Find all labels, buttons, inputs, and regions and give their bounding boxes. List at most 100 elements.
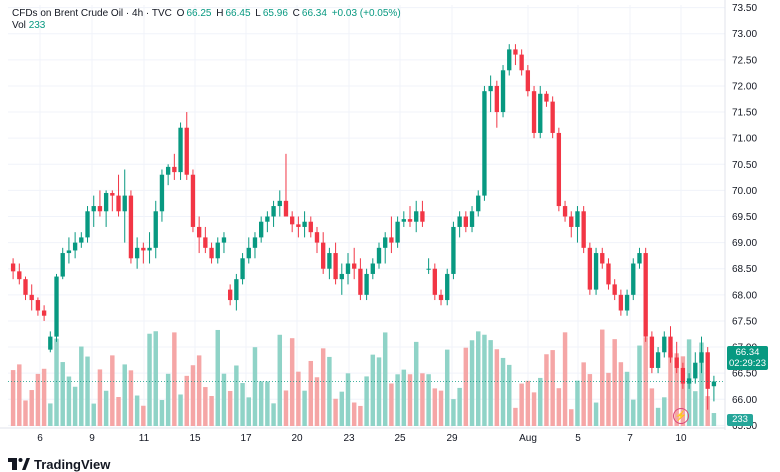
volume-bar bbox=[655, 407, 661, 426]
volume-bar bbox=[711, 413, 717, 426]
volume-bar bbox=[258, 381, 264, 426]
candle-body bbox=[277, 200, 282, 207]
y-tick-label: 72.50 bbox=[732, 55, 757, 66]
volume-bar bbox=[680, 356, 686, 426]
volume-bar bbox=[215, 329, 220, 426]
volume-bar bbox=[426, 374, 431, 426]
volume-bar bbox=[531, 392, 537, 426]
tradingview-logo[interactable]: TradingView bbox=[8, 456, 110, 472]
volume-bar bbox=[662, 397, 667, 426]
volume-bar bbox=[265, 381, 270, 426]
candle-body bbox=[302, 221, 307, 227]
candle-body bbox=[259, 221, 264, 238]
candle-body bbox=[463, 216, 468, 227]
volume-bar bbox=[66, 376, 72, 426]
lightning-icon[interactable]: ⚡ bbox=[673, 408, 689, 424]
candle-body bbox=[637, 253, 642, 264]
candle-body bbox=[184, 127, 189, 175]
volume-bar bbox=[302, 390, 307, 426]
y-tick-label: 66.00 bbox=[732, 395, 757, 406]
y-tick-label: 66.50 bbox=[732, 369, 757, 380]
volume-bar bbox=[110, 355, 115, 426]
candle-body bbox=[314, 232, 320, 243]
candle-body bbox=[531, 91, 537, 133]
open-label: O bbox=[176, 8, 185, 19]
candle-body bbox=[209, 247, 214, 259]
volume-bar bbox=[389, 383, 394, 426]
candle-body bbox=[432, 268, 437, 295]
volume-bar bbox=[190, 365, 196, 426]
volume-bar bbox=[60, 362, 65, 426]
bar-countdown: 02:29:23 bbox=[729, 358, 766, 369]
candle-body bbox=[327, 253, 332, 269]
volume-bar bbox=[432, 388, 438, 426]
last-price-badge: 66.34 02:29:23 bbox=[727, 346, 768, 370]
candle-body bbox=[600, 253, 605, 264]
volume-bar bbox=[333, 398, 338, 426]
volume-bar bbox=[116, 397, 121, 426]
candle-body bbox=[686, 378, 692, 384]
volume-bar bbox=[674, 353, 679, 426]
x-tick-label: 15 bbox=[189, 433, 201, 444]
candle-body bbox=[134, 247, 140, 259]
low-label: L bbox=[255, 8, 261, 19]
candle-body bbox=[519, 54, 524, 71]
y-tick-label: 70.00 bbox=[732, 186, 757, 197]
volume-bar bbox=[562, 332, 568, 426]
volume-bar bbox=[345, 373, 351, 426]
candle-body bbox=[631, 263, 636, 295]
volume-bar bbox=[79, 346, 84, 426]
candle-body bbox=[190, 174, 196, 227]
volume-bar bbox=[17, 364, 22, 426]
last-price-value: 66.34 bbox=[735, 347, 760, 358]
y-tick-label: 71.00 bbox=[732, 134, 757, 145]
y-tick-label: 65.50 bbox=[732, 421, 757, 432]
candle-body bbox=[339, 273, 344, 280]
candle-body bbox=[48, 336, 53, 350]
candle-body bbox=[265, 216, 270, 222]
close-value: 66.34 bbox=[301, 8, 327, 19]
volume-bar bbox=[413, 341, 419, 426]
volume-bar bbox=[308, 360, 314, 426]
volume-bar bbox=[128, 370, 134, 426]
candle-body bbox=[693, 362, 698, 379]
candle-body bbox=[494, 85, 500, 113]
x-tick-label: Aug bbox=[519, 433, 537, 444]
volume-bar bbox=[618, 362, 624, 426]
volume-bar bbox=[122, 364, 127, 426]
volume-bar bbox=[649, 388, 655, 426]
candle-body bbox=[358, 268, 363, 295]
volume-bar bbox=[593, 402, 599, 426]
volume-bar bbox=[525, 380, 531, 426]
volume-bar bbox=[23, 400, 28, 426]
candle-body bbox=[153, 211, 158, 248]
volume-bar bbox=[500, 357, 506, 426]
volume-bar bbox=[637, 345, 642, 426]
volume-bar bbox=[444, 349, 450, 426]
candle-body bbox=[85, 211, 90, 238]
symbol-title: CFDs on Brent Crude Oil · 4h · TVC bbox=[12, 8, 172, 19]
candle-body bbox=[165, 166, 171, 175]
candle-body bbox=[451, 226, 456, 274]
chart-legend: CFDs on Brent Crude Oil · 4h · TVC O 66.2… bbox=[12, 7, 403, 20]
candle-body bbox=[159, 174, 165, 212]
candle-body bbox=[29, 294, 34, 301]
volume-bar bbox=[184, 375, 189, 426]
volume-bar bbox=[382, 332, 388, 426]
open-value: 66.25 bbox=[186, 8, 212, 19]
candle-body bbox=[488, 85, 493, 92]
volume-bar bbox=[575, 380, 580, 426]
candle-body bbox=[643, 253, 648, 337]
volume-bar bbox=[600, 329, 605, 426]
candle-body bbox=[72, 242, 78, 251]
candle-body bbox=[147, 247, 152, 251]
y-tick-label: 72.00 bbox=[732, 81, 757, 92]
candle-body bbox=[569, 216, 574, 227]
volume-bar bbox=[544, 354, 549, 426]
volume-bar bbox=[693, 391, 698, 426]
candle-body bbox=[668, 336, 673, 358]
candle-body bbox=[178, 127, 183, 173]
last-volume-badge: 233 bbox=[727, 414, 753, 426]
volume-bar bbox=[221, 373, 227, 426]
